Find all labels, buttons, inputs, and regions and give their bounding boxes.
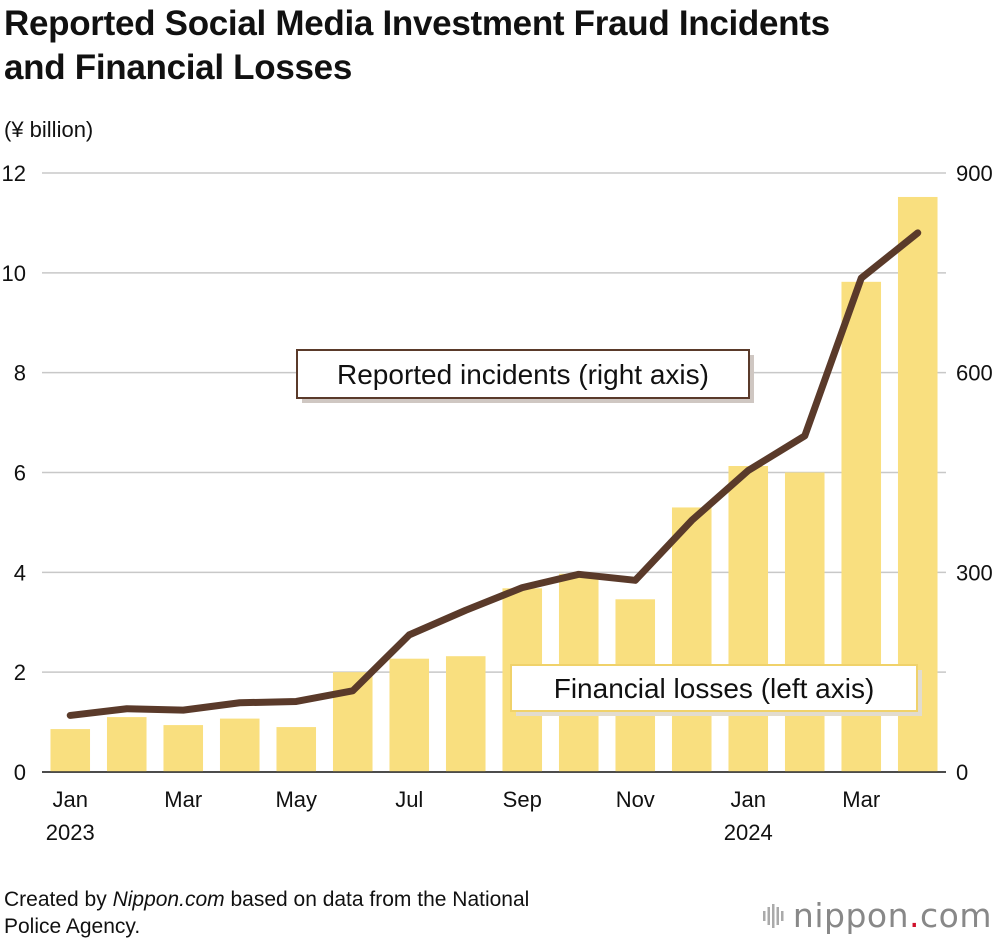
- losses-bar: [389, 658, 430, 772]
- losses-bar: [163, 725, 204, 772]
- left-axis-unit-label: (¥ billion): [4, 117, 94, 142]
- x-axis-tick-label: Jul: [395, 787, 423, 812]
- losses-bar: [728, 466, 769, 772]
- losses-bar: [671, 507, 712, 772]
- logo-tld: com: [920, 896, 992, 935]
- losses-legend-label: Financial losses (left axis): [554, 673, 875, 704]
- incidents-line: [66, 229, 922, 719]
- source-prefix: Created by: [4, 888, 113, 911]
- nippon-logo: nippon.com: [761, 896, 992, 935]
- left-axis-tick-label: 10: [2, 261, 26, 286]
- right-axis-tick-label: 600: [956, 361, 993, 386]
- x-axis-tick-label: Mar: [842, 787, 880, 812]
- losses-bar: [106, 717, 147, 772]
- x-axis-year-label: 2024: [724, 820, 773, 845]
- left-axis-tick-label: 0: [14, 760, 26, 785]
- source-note: Created by Nippon.com based on data from…: [4, 886, 704, 940]
- losses-bar: [784, 472, 825, 772]
- losses-legend-box: [510, 664, 918, 712]
- losses-bar: [50, 729, 91, 772]
- left-axis-tick-label: 2: [14, 660, 26, 685]
- logo-dot: .: [909, 896, 921, 935]
- right-axis-tick-label: 0: [956, 760, 968, 785]
- source-site: Nippon.com: [112, 888, 225, 911]
- losses-bar: [445, 656, 486, 772]
- chart-title-line-1: Reported Social Media Investment Fraud I…: [4, 4, 830, 43]
- x-axis-tick-label: Jan: [53, 787, 88, 812]
- right-axis-tick-label: 300: [956, 560, 993, 585]
- chart-title: Reported Social Media Investment Fraud I…: [4, 2, 994, 90]
- combo-chart: 0 2 4 6 8 10 12 0 300 600 900 Jan Mar May Jul Sep Nov Jan…: [2, 161, 993, 845]
- logo-name: nippon: [792, 896, 910, 935]
- left-axis-tick-label: 8: [14, 361, 26, 386]
- x-axis-tick-label: Jan: [731, 787, 766, 812]
- x-axis-tick-label: Sep: [503, 787, 542, 812]
- losses-bar: [276, 727, 317, 772]
- source-suffix-line-2: Police Agency.: [4, 915, 141, 938]
- nippon-logo-icon: [762, 904, 784, 928]
- x-axis-tick-label: Mar: [164, 787, 202, 812]
- incidents-legend-label: Reported incidents (right axis): [337, 359, 709, 390]
- losses-bar: [219, 718, 260, 772]
- left-axis-tick-label: 6: [14, 461, 26, 486]
- left-axis-tick-label: 12: [2, 161, 26, 186]
- source-suffix-line-1: based on data from the National: [224, 888, 530, 911]
- chart-title-line-2: and Financial Losses: [4, 48, 352, 87]
- incidents-legend-box: [296, 349, 750, 399]
- x-axis-tick-label: May: [275, 787, 317, 812]
- left-axis-tick-label: 4: [14, 560, 26, 585]
- x-axis-year-label: 2023: [46, 820, 95, 845]
- right-axis-tick-label: 900: [956, 161, 993, 186]
- x-axis-tick-label: Nov: [616, 787, 655, 812]
